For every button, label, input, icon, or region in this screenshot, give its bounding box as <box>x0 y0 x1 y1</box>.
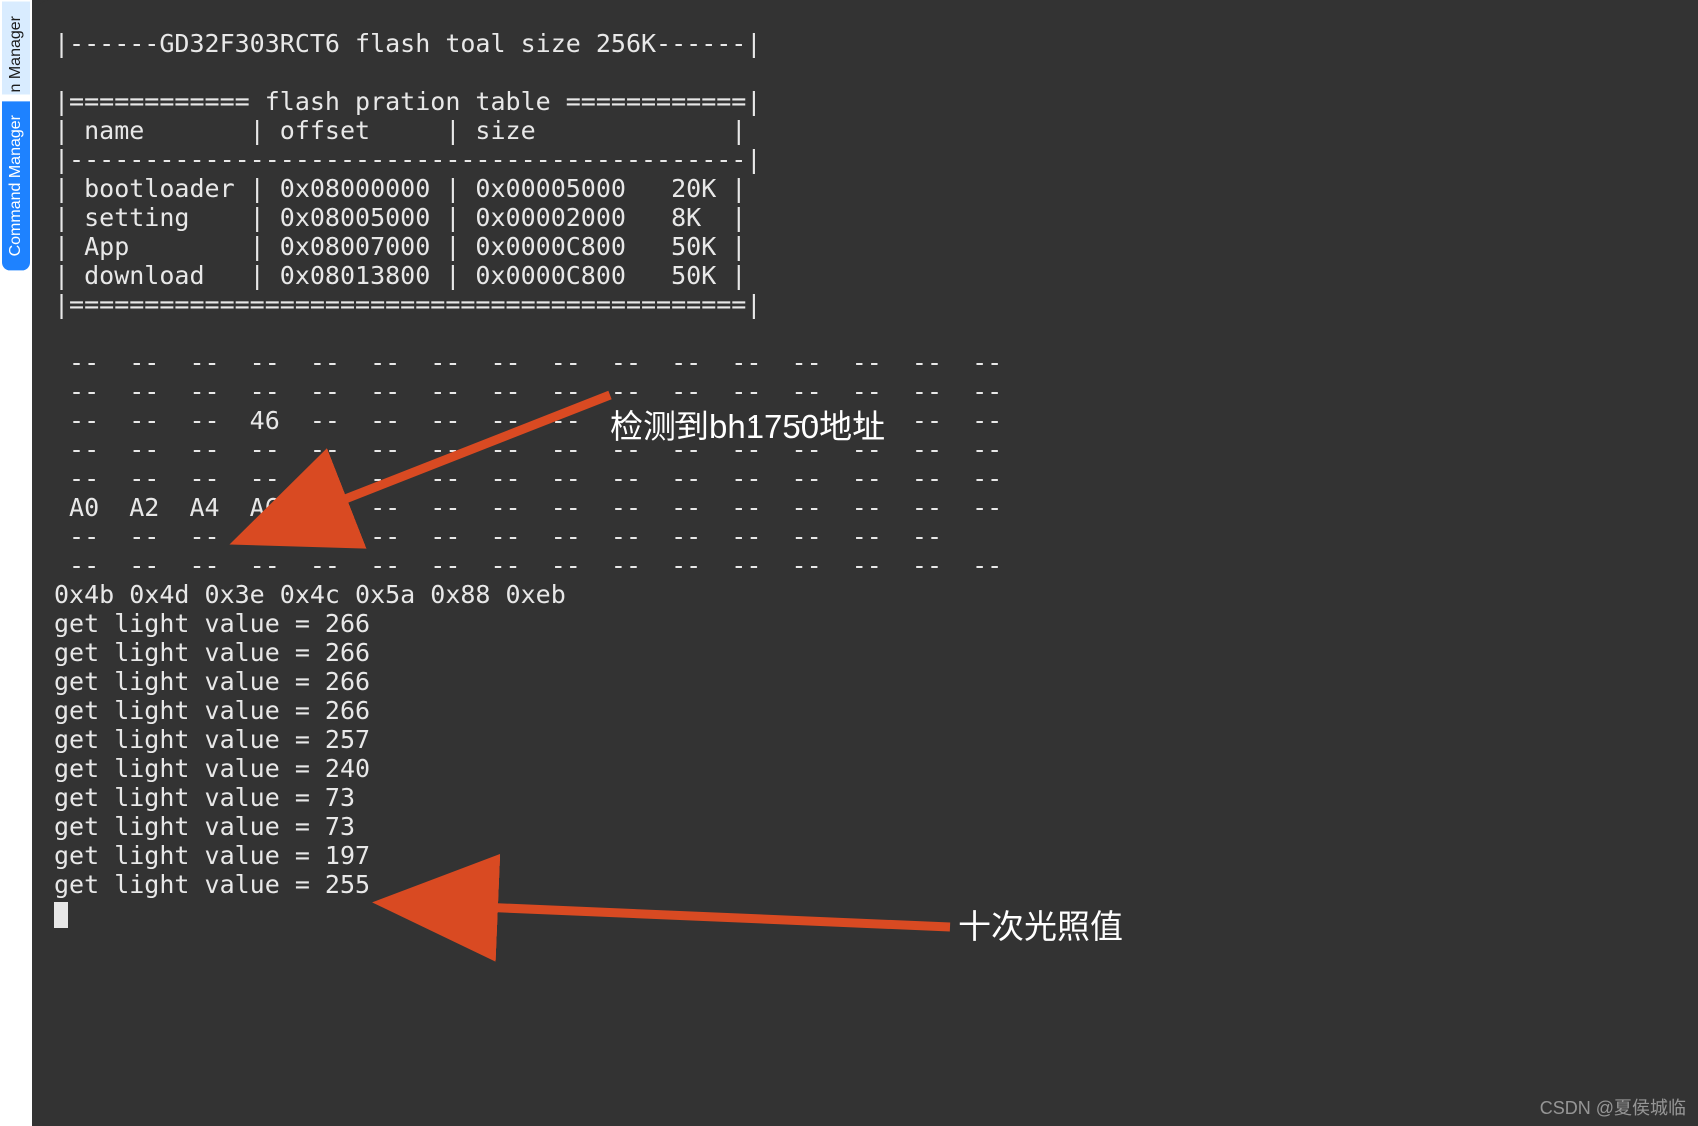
annotation-label-top: 检测到bh1750地址 <box>610 400 885 448</box>
watermark: CSDN @夏侯城临 <box>1540 1094 1686 1120</box>
annotation-label-bottom: 十次光照值 <box>958 900 1123 948</box>
terminal-window[interactable]: |------GD32F303RCT6 flash toal size 256K… <box>36 0 1698 1126</box>
tab-rail: n Manager Command Manager <box>0 0 32 1126</box>
terminal-output: |------GD32F303RCT6 flash toal size 256K… <box>54 0 1698 928</box>
terminal-cursor <box>54 902 68 928</box>
tab-command-manager[interactable]: Command Manager <box>2 101 30 270</box>
tab-session-manager[interactable]: n Manager <box>2 2 30 95</box>
